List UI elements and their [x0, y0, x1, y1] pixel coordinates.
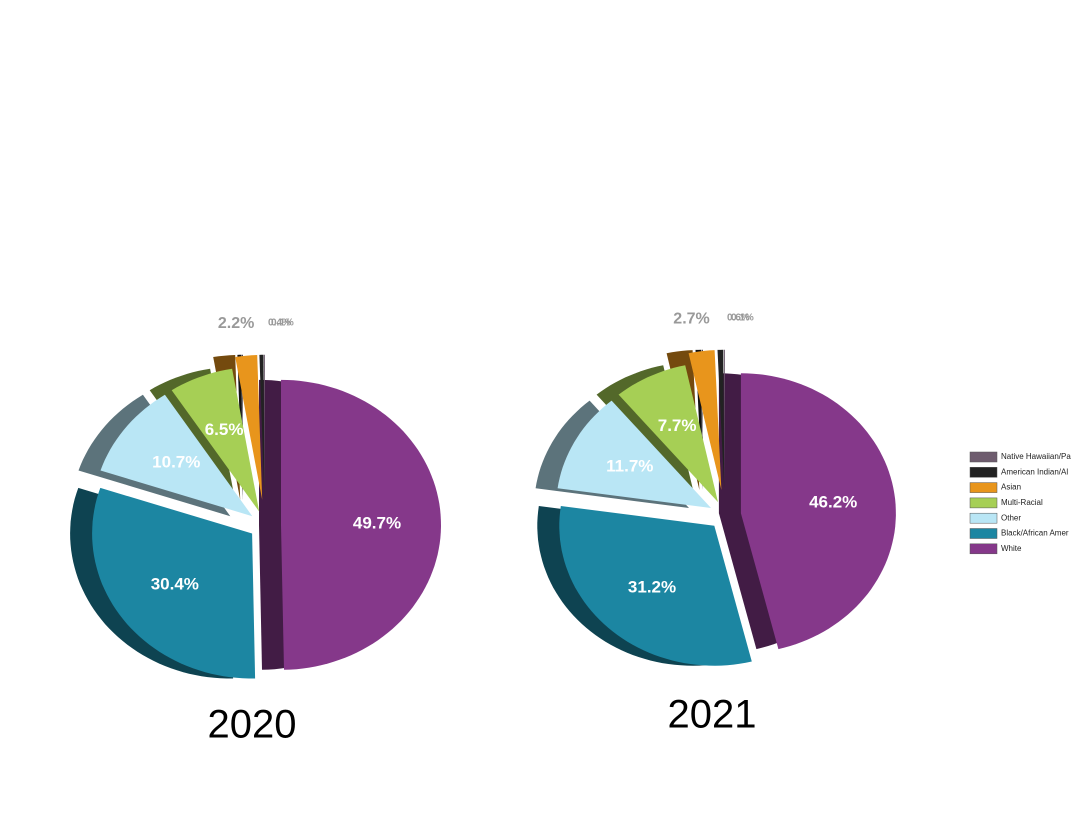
slice: [740, 373, 896, 650]
slice: [171, 368, 260, 512]
slice: [263, 354, 265, 500]
legend-swatch: [969, 528, 998, 539]
legend-swatch: [969, 451, 998, 463]
value-label: 2.7%: [673, 310, 709, 327]
legend-label: Multi-Racial: [1001, 498, 1043, 507]
slice: [717, 349, 725, 490]
legend-swatch: [969, 497, 998, 509]
value-label: 2.2%: [218, 315, 254, 332]
legend-label: Asian: [1001, 483, 1021, 492]
value-label: 10.7%: [152, 453, 200, 472]
slice: [618, 365, 718, 503]
legend-label: Native Hawaiian/Pa: [1001, 452, 1071, 461]
legend-label: American Indian/Al: [1001, 467, 1068, 476]
legend-swatch: [969, 482, 998, 493]
value-label: 6.5%: [205, 420, 244, 439]
slice: [559, 506, 752, 666]
value-label: 11.7%: [606, 457, 653, 476]
value-label: 0.1%: [731, 312, 754, 323]
slice: [723, 349, 725, 490]
slice: [235, 355, 263, 500]
slice: [281, 379, 441, 670]
value-label: 46.2%: [809, 492, 857, 511]
value-label: 7.7%: [658, 416, 697, 435]
legend-swatch: [969, 512, 998, 524]
slice: [100, 394, 253, 517]
legend-label: White: [1001, 544, 1022, 553]
legend-swatch: [969, 543, 998, 555]
slice: [259, 354, 265, 500]
slice: [92, 487, 256, 679]
value-label: 30.4%: [151, 575, 199, 594]
legend-label: Other: [1001, 513, 1021, 522]
value-label: 0.6%: [727, 312, 750, 323]
pie-title: 2021: [668, 693, 757, 737]
legend-swatch: [969, 467, 998, 478]
value-label: 0.1%: [271, 317, 294, 328]
value-label: 49.7%: [353, 514, 401, 533]
slice: [557, 400, 711, 508]
legend-label: Black/African Amer: [1001, 529, 1069, 538]
value-label: 31.2%: [628, 578, 676, 597]
slice: [688, 350, 722, 490]
value-label: 0.4%: [268, 317, 291, 328]
pie-title: 2020: [208, 703, 297, 747]
